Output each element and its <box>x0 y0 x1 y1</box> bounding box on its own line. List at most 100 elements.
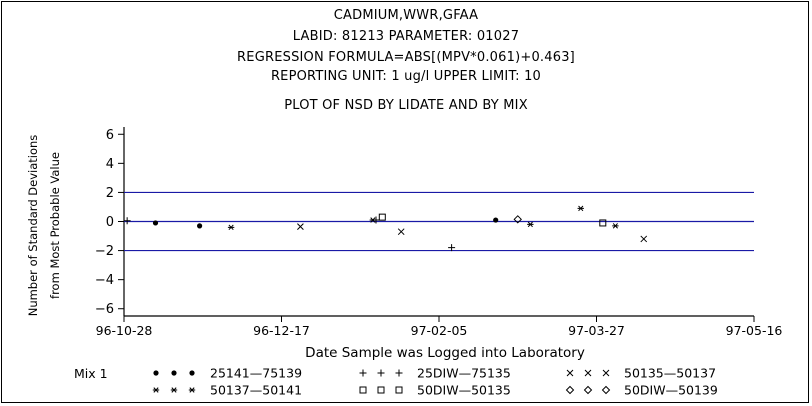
marker-plus <box>448 244 456 252</box>
data-point <box>448 244 456 252</box>
marker-dot <box>189 370 195 376</box>
data-point <box>227 224 235 231</box>
y-axis-ticks: 6 4 2 0 −2 −4 −6 <box>95 128 124 317</box>
marker-star <box>188 387 196 393</box>
marker-star <box>577 205 584 212</box>
marker-x <box>566 369 574 377</box>
legend-marker <box>170 387 178 393</box>
plot-subtitle: PLOT OF NSD BY LIDATE AND BY MIX <box>284 98 528 113</box>
legend-marker <box>377 386 385 394</box>
data-point <box>297 223 304 230</box>
data-point <box>397 228 405 236</box>
marker-x <box>584 369 592 377</box>
marker-star <box>227 224 235 231</box>
legend-marker <box>171 370 177 376</box>
marker-plus <box>377 369 385 377</box>
marker-dot <box>197 223 203 229</box>
marker-dot <box>153 370 159 376</box>
marker-square <box>395 386 403 394</box>
x-tick-label: 97-05-16 <box>726 323 783 338</box>
data-point <box>577 205 584 212</box>
legend-label: 50DIW—50135 <box>417 383 511 398</box>
legend-item: 25141—75139 <box>153 366 302 381</box>
marker-square <box>359 386 367 394</box>
marker-diamond <box>513 215 522 224</box>
y-tick-label: −4 <box>95 273 114 288</box>
legend-marker <box>583 385 593 395</box>
legend-marker <box>601 385 611 395</box>
regression-formula-line: REGRESSION FORMULA=ABS[(MPV*0.061)+0.463… <box>237 50 575 65</box>
legend-marker <box>153 370 159 376</box>
data-point <box>640 235 648 243</box>
x-tick-label: 96-10-28 <box>96 323 153 338</box>
x-tick-label: 96-12-17 <box>253 323 310 338</box>
x-axis-label: Date Sample was Logged into Laboratory <box>305 345 585 361</box>
marker-plus <box>123 217 131 225</box>
legend-marker <box>566 369 574 377</box>
legend-marker <box>602 369 610 377</box>
legend-marker <box>152 387 160 393</box>
x-axis-ticks: 96-10-28 96-12-17 97-02-05 97-03-27 97-05-16 <box>96 316 783 338</box>
marker-star <box>527 221 534 228</box>
marker-star <box>612 223 619 229</box>
y-tick-label: 2 <box>106 186 114 201</box>
y-tick-label: 4 <box>106 157 114 172</box>
legend-marker <box>188 387 196 393</box>
marker-diamond <box>601 385 611 395</box>
marker-star <box>369 217 377 223</box>
legend-marker <box>395 386 403 394</box>
data-point <box>493 217 499 223</box>
marker-x <box>297 223 304 230</box>
marker-dot <box>152 220 159 226</box>
marker-diamond <box>565 385 575 395</box>
data-point <box>152 220 159 226</box>
legend-label: 50135—50137 <box>624 366 716 381</box>
x-tick-label: 97-03-27 <box>568 323 625 338</box>
marker-diamond <box>583 385 593 395</box>
legend-marker <box>189 370 195 376</box>
data-point <box>513 215 522 224</box>
legend-item: 50DIW—50135 <box>359 383 511 398</box>
data-point <box>378 213 386 221</box>
reporting-unit-line: REPORTING UNIT: 1 ug/l UPPER LIMIT: 10 <box>270 69 542 84</box>
marker-star <box>170 387 178 393</box>
legend-title: Mix 1 <box>74 366 108 381</box>
marker-star <box>152 387 160 393</box>
legend-marker <box>395 369 403 377</box>
lab-id-line: LABID: 81213 PARAMETER: 01027 <box>292 29 520 44</box>
marker-dot <box>493 217 499 223</box>
marker-x <box>640 235 648 243</box>
y-axis-label: from Most Probable Value <box>48 152 62 299</box>
marker-square <box>378 213 386 221</box>
marker-square <box>377 386 385 394</box>
axis-labels: Date Sample was Logged into Laboratory Nu… <box>26 135 585 361</box>
y-axis-label: Number of Standard Deviations <box>26 135 40 317</box>
y-tick-label: −6 <box>95 302 114 317</box>
chart-title: CADMIUM,WWR,GFAA <box>333 8 479 23</box>
reference-lines <box>124 191 754 252</box>
legend-item: 50135—50137 <box>566 366 716 381</box>
legend-item: 50DIW—50139 <box>565 383 718 398</box>
data-points <box>123 205 648 252</box>
data-point <box>527 221 534 228</box>
legend-marker <box>359 369 367 377</box>
legend-label: 50DIW—50139 <box>624 383 718 398</box>
data-point <box>123 217 131 225</box>
marker-plus <box>395 369 403 377</box>
legend-marker <box>565 385 575 395</box>
legend-marker <box>377 369 385 377</box>
legend-label: 50137—50141 <box>210 383 302 398</box>
marker-square <box>599 219 607 227</box>
legend-item: 50137—50141 <box>152 383 302 398</box>
y-tick-label: −2 <box>95 244 114 259</box>
marker-x <box>397 228 405 236</box>
legend-item: 25DIW—75135 <box>359 366 511 381</box>
marker-dot <box>171 370 177 376</box>
y-tick-label: 6 <box>106 128 114 143</box>
data-point <box>599 219 607 227</box>
x-tick-label: 97-02-05 <box>411 323 468 338</box>
legend-label: 25141—75139 <box>210 366 302 381</box>
